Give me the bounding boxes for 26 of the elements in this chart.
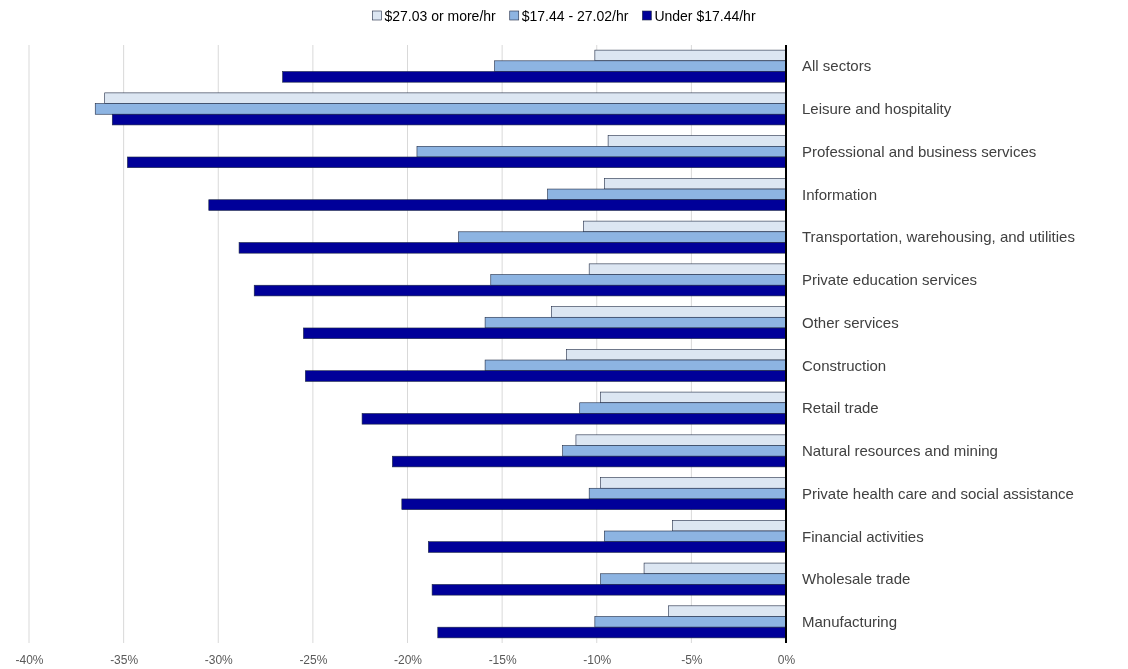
legend-label: $17.44 - 27.02/hr bbox=[521, 7, 629, 24]
y-tick-label: Construction bbox=[802, 356, 887, 374]
y-tick-label: Private health care and social assistance bbox=[802, 484, 1074, 502]
x-tick-label: -15% bbox=[488, 652, 517, 667]
y-tick-label: Natural resources and mining bbox=[802, 442, 998, 460]
x-tick-label: -40% bbox=[15, 652, 44, 667]
legend-label: $27.03 or more/hr bbox=[384, 7, 497, 24]
x-tick-label: -25% bbox=[299, 652, 328, 667]
x-tick-label: -30% bbox=[204, 652, 234, 667]
y-tick-label: Private education services bbox=[802, 271, 978, 289]
y-tick-label: Professional and business services bbox=[802, 142, 1037, 160]
y-tick-label: Information bbox=[802, 185, 878, 203]
y-tick-label: All sectors bbox=[802, 57, 872, 75]
x-tick-label: -5% bbox=[681, 652, 703, 667]
y-tick-label: Financial activities bbox=[802, 527, 924, 545]
x-tick-label: -10% bbox=[583, 652, 612, 667]
y-tick-label: Manufacturing bbox=[802, 613, 898, 631]
y-tick-label: Other services bbox=[802, 313, 899, 331]
x-tick-label: -35% bbox=[110, 652, 139, 667]
y-tick-label: Leisure and hospitality bbox=[802, 100, 952, 118]
y-tick-label: Wholesale trade bbox=[802, 570, 911, 588]
y-tick-label: Retail trade bbox=[802, 399, 879, 417]
x-tick-label: 0% bbox=[777, 652, 796, 667]
y-tick-label: Transportation, warehousing, and utilities bbox=[802, 228, 1075, 246]
x-tick-label: -20% bbox=[393, 652, 423, 667]
legend-label: Under $17.44/hr bbox=[654, 7, 756, 24]
